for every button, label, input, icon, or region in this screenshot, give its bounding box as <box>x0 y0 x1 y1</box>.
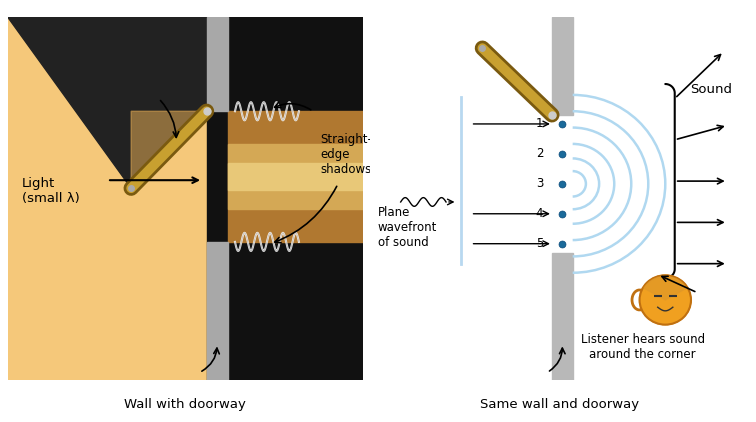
Bar <box>8 17 206 380</box>
Wedge shape <box>644 276 686 300</box>
Polygon shape <box>131 111 206 188</box>
Bar <box>206 17 228 111</box>
Text: Same wall and doorway: Same wall and doorway <box>480 398 639 411</box>
Bar <box>228 163 363 189</box>
Bar <box>206 242 228 380</box>
Bar <box>228 111 363 242</box>
Text: 1: 1 <box>536 117 544 130</box>
Text: 4: 4 <box>536 207 544 220</box>
Bar <box>552 17 573 115</box>
Circle shape <box>640 275 691 325</box>
Bar <box>228 144 363 209</box>
Text: Sound: Sound <box>689 83 732 96</box>
Text: Straight-
edge
shadows: Straight- edge shadows <box>321 133 372 176</box>
Bar <box>206 17 363 380</box>
Text: 5: 5 <box>536 237 544 250</box>
Text: Light
(small λ): Light (small λ) <box>22 177 79 205</box>
Text: Plane
wavefront
of sound: Plane wavefront of sound <box>378 206 438 249</box>
Text: Wall with doorway: Wall with doorway <box>124 398 246 411</box>
Text: 3: 3 <box>536 177 544 190</box>
Text: Listener hears sound
around the corner: Listener hears sound around the corner <box>581 333 705 361</box>
Bar <box>552 253 573 380</box>
Polygon shape <box>8 17 206 188</box>
Text: 2: 2 <box>536 147 544 160</box>
